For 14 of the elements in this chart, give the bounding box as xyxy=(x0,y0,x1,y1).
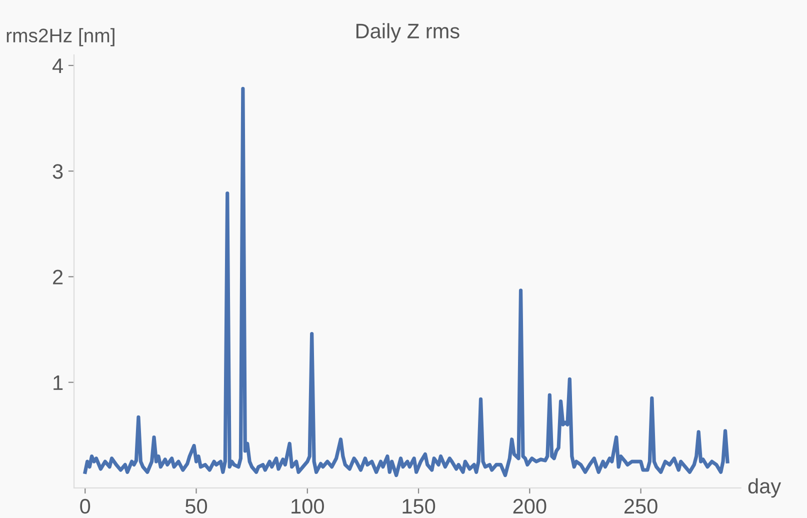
x-tick-label: 250 xyxy=(624,498,658,514)
x-axis-title: day xyxy=(748,478,782,498)
x-tick-label: 50 xyxy=(186,498,208,514)
x-tick-label: 200 xyxy=(513,498,546,514)
chart-title: Daily Z rms xyxy=(356,23,460,43)
y-tick-label: 4 xyxy=(52,58,63,74)
y-tick-label: 1 xyxy=(54,376,63,390)
line-series xyxy=(83,86,730,478)
x-tick-label: 150 xyxy=(402,498,436,514)
x-tick-label: 100 xyxy=(292,498,324,514)
x-tick-label: 0 xyxy=(80,498,90,514)
y-tick-label: 3 xyxy=(52,164,63,179)
y-tick-label: 2 xyxy=(53,270,63,284)
y-axis-title: rms2Hz [nm] xyxy=(6,28,114,46)
